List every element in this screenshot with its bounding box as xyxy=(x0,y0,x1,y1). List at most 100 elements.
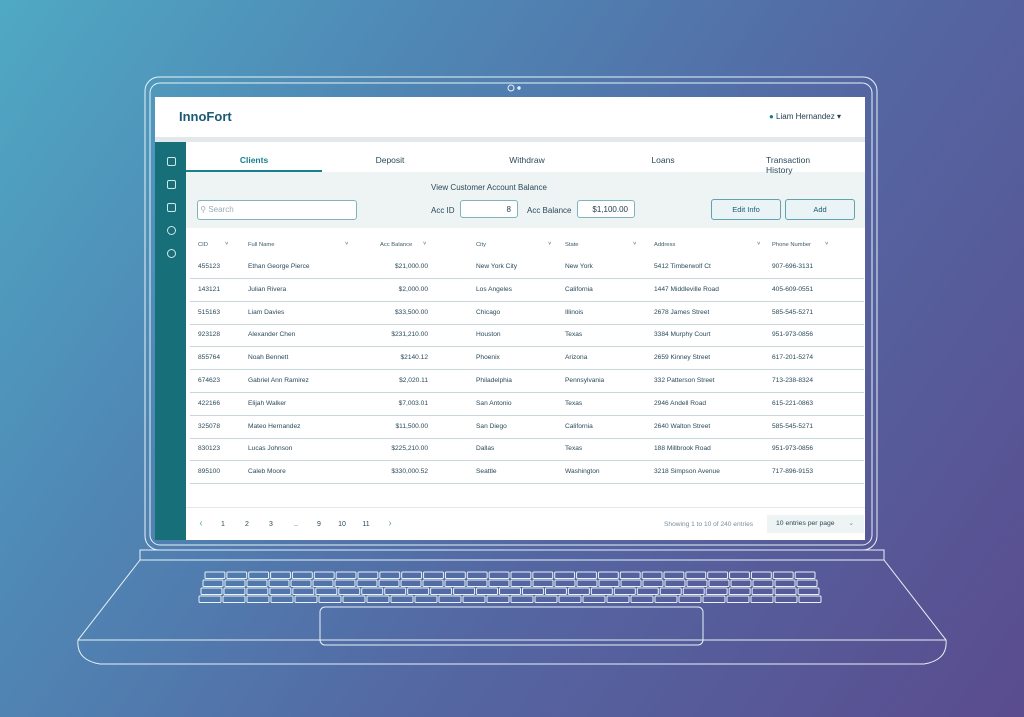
next-page[interactable]: › xyxy=(388,518,392,529)
search-box[interactable]: ⚲ Search xyxy=(197,200,357,220)
page-link[interactable]: 9 xyxy=(317,521,321,528)
column-header[interactable]: Acc Balance xyxy=(380,242,413,248)
search-placeholder: Search xyxy=(208,205,234,214)
table-cell: 2659 Kinney Street xyxy=(654,354,711,362)
key xyxy=(532,571,554,579)
table-cell: 615-221-0863 xyxy=(772,399,814,407)
nav-icon[interactable] xyxy=(167,180,176,189)
acc-id-input[interactable]: 8 xyxy=(460,200,518,218)
edit-info-button[interactable]: Edit Info xyxy=(711,199,781,220)
key xyxy=(750,571,772,579)
table-cell: $225,210.00 xyxy=(391,445,428,453)
sort-caret[interactable]: ˅ xyxy=(423,241,427,247)
sort-caret[interactable]: ˅ xyxy=(633,241,637,247)
column-header[interactable]: Address xyxy=(654,242,676,248)
table-cell: Mateo Hernandez xyxy=(248,422,301,430)
row-separator xyxy=(190,300,864,302)
tab[interactable]: Loans xyxy=(651,155,675,165)
key xyxy=(453,587,476,595)
column-header[interactable]: State xyxy=(565,242,579,248)
key xyxy=(384,587,407,595)
table-cell: 143121 xyxy=(198,285,221,293)
key xyxy=(797,587,820,595)
key xyxy=(678,595,702,603)
tab[interactable]: Withdraw xyxy=(509,155,545,165)
per-page-select[interactable]: 10 entries per page ⌄ xyxy=(767,515,864,533)
sort-caret[interactable]: ˅ xyxy=(345,241,349,247)
key xyxy=(488,571,510,579)
key xyxy=(750,595,774,603)
key xyxy=(510,579,532,587)
key xyxy=(641,571,663,579)
user-menu[interactable]: ● Liam Hernandez ▾ xyxy=(769,112,841,121)
tab[interactable]: Deposit xyxy=(375,155,405,165)
table-cell: 717-896-9153 xyxy=(772,468,814,476)
table-cell: 188 Millbrook Road xyxy=(654,445,711,453)
key xyxy=(226,571,248,579)
table-cell: San Antonio xyxy=(476,399,512,407)
key xyxy=(774,587,797,595)
key xyxy=(268,579,290,587)
sort-caret[interactable]: ˅ xyxy=(548,241,552,247)
key xyxy=(521,587,544,595)
key xyxy=(630,595,654,603)
page-link[interactable]: 2 xyxy=(245,521,249,528)
prev-page[interactable]: ‹ xyxy=(199,518,203,529)
tab[interactable]: Transaction History xyxy=(766,155,811,175)
table-cell: 515163 xyxy=(198,308,221,316)
table-cell: 617-201-5274 xyxy=(772,354,814,362)
table-cell: Liam Davies xyxy=(248,308,285,316)
table-cell: Julian Rivera xyxy=(248,285,287,293)
key xyxy=(486,595,510,603)
sort-caret[interactable]: ˅ xyxy=(225,241,229,247)
page-link[interactable]: 11 xyxy=(362,521,370,528)
column-header[interactable]: Phone Number xyxy=(772,242,811,248)
key xyxy=(532,579,554,587)
brand: InnoFort xyxy=(179,109,232,124)
app-screen: InnoFort ● Liam Hernandez ▾ ⚲ Search Vie… xyxy=(155,97,865,540)
table-cell: 674623 xyxy=(198,377,221,384)
key xyxy=(702,595,726,603)
key xyxy=(567,587,590,595)
column-header[interactable]: City xyxy=(476,242,486,248)
key xyxy=(379,571,401,579)
table-cell: Houston xyxy=(476,331,501,339)
key xyxy=(407,587,430,595)
page-link[interactable]: 1 xyxy=(221,521,225,528)
table-cell: California xyxy=(565,422,593,430)
sort-caret[interactable]: ˅ xyxy=(825,241,829,247)
key xyxy=(534,595,558,603)
key xyxy=(248,571,270,579)
key xyxy=(246,587,269,595)
key xyxy=(794,571,816,579)
row-separator xyxy=(190,414,864,416)
page-link[interactable]: .. xyxy=(294,521,298,528)
balance-title: View Customer Account Balance xyxy=(431,183,547,192)
column-header[interactable]: CID xyxy=(198,242,208,248)
table-cell: Illinois xyxy=(565,308,584,316)
add-button[interactable]: Add xyxy=(785,199,855,220)
nav-icon[interactable] xyxy=(167,157,176,166)
row-separator xyxy=(190,460,864,462)
nav-icon[interactable] xyxy=(167,226,176,235)
key xyxy=(590,587,613,595)
table-cell: 855764 xyxy=(198,354,221,362)
key xyxy=(726,595,750,603)
key xyxy=(202,579,224,587)
tab[interactable]: Clients xyxy=(239,155,269,165)
key xyxy=(313,571,335,579)
nav-icon[interactable] xyxy=(167,249,176,258)
page-link[interactable]: 10 xyxy=(338,521,346,528)
key xyxy=(315,587,338,595)
table-cell: $330,000.52 xyxy=(391,468,428,476)
sort-caret[interactable]: ˅ xyxy=(757,241,761,247)
key xyxy=(642,579,664,587)
table-cell: Noah Bennett xyxy=(248,354,289,362)
key xyxy=(423,571,444,579)
table-cell: 1447 Middleville Road xyxy=(654,285,719,293)
column-header[interactable]: Full Name xyxy=(248,242,275,248)
key xyxy=(654,595,678,603)
nav-icon[interactable] xyxy=(167,203,176,212)
page-link[interactable]: 3 xyxy=(269,521,273,528)
table-cell: Texas xyxy=(565,331,583,339)
